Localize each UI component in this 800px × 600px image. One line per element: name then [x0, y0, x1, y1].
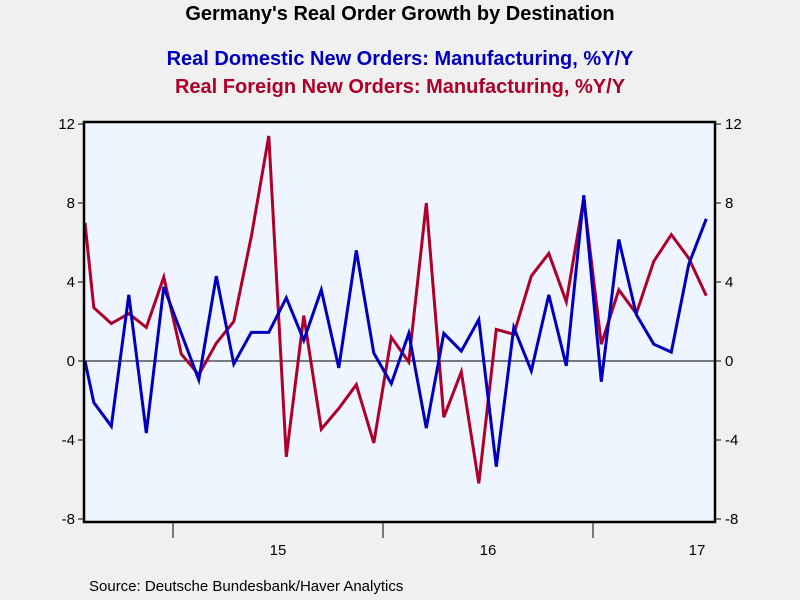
x-tick-label: 15	[270, 542, 287, 559]
y-tick-label-left: 8	[67, 195, 75, 212]
source-note: Source: Deutsche Bundesbank/Haver Analyt…	[89, 578, 404, 595]
series-line-domestic	[84, 194, 708, 467]
y-tick-label-left: 12	[58, 116, 75, 133]
chart-title: Germany's Real Order Growth by Destinati…	[185, 3, 615, 25]
x-tick-label: 17	[689, 542, 706, 559]
y-tick-label-left: -8	[62, 511, 75, 528]
y-tick-label-left: -4	[62, 432, 75, 449]
y-tick-label-left: 4	[67, 274, 75, 291]
plot-frame	[82, 120, 717, 524]
y-tick-label-right: 8	[725, 195, 733, 212]
legend-foreign: Real Foreign New Orders: Manufacturing, …	[174, 76, 626, 98]
series-line-foreign	[84, 135, 708, 484]
legend-domestic: Real Domestic New Orders: Manufacturing,…	[166, 48, 634, 70]
y-tick-label-right: 0	[725, 353, 733, 370]
y-tick-label-left: 0	[67, 353, 75, 370]
x-tick-label: 16	[480, 542, 497, 559]
y-tick-label-right: 12	[725, 116, 742, 133]
y-tick-label-right: -4	[725, 432, 738, 449]
y-tick-label-right: 4	[725, 274, 733, 291]
plot-area	[84, 122, 715, 522]
y-tick-label-right: -8	[725, 511, 738, 528]
